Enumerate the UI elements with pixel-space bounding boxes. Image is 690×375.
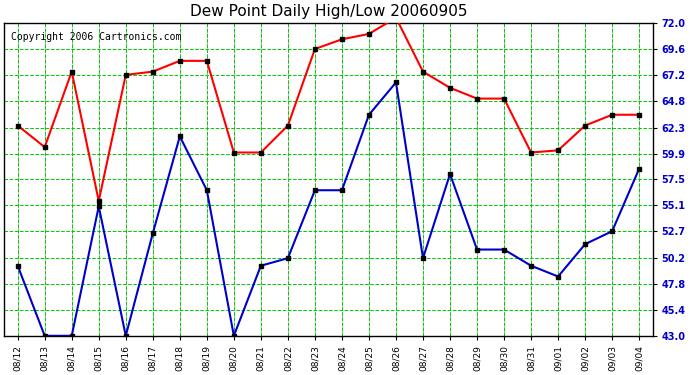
Text: Copyright 2006 Cartronics.com: Copyright 2006 Cartronics.com	[10, 33, 181, 42]
Title: Dew Point Daily High/Low 20060905: Dew Point Daily High/Low 20060905	[190, 4, 467, 19]
